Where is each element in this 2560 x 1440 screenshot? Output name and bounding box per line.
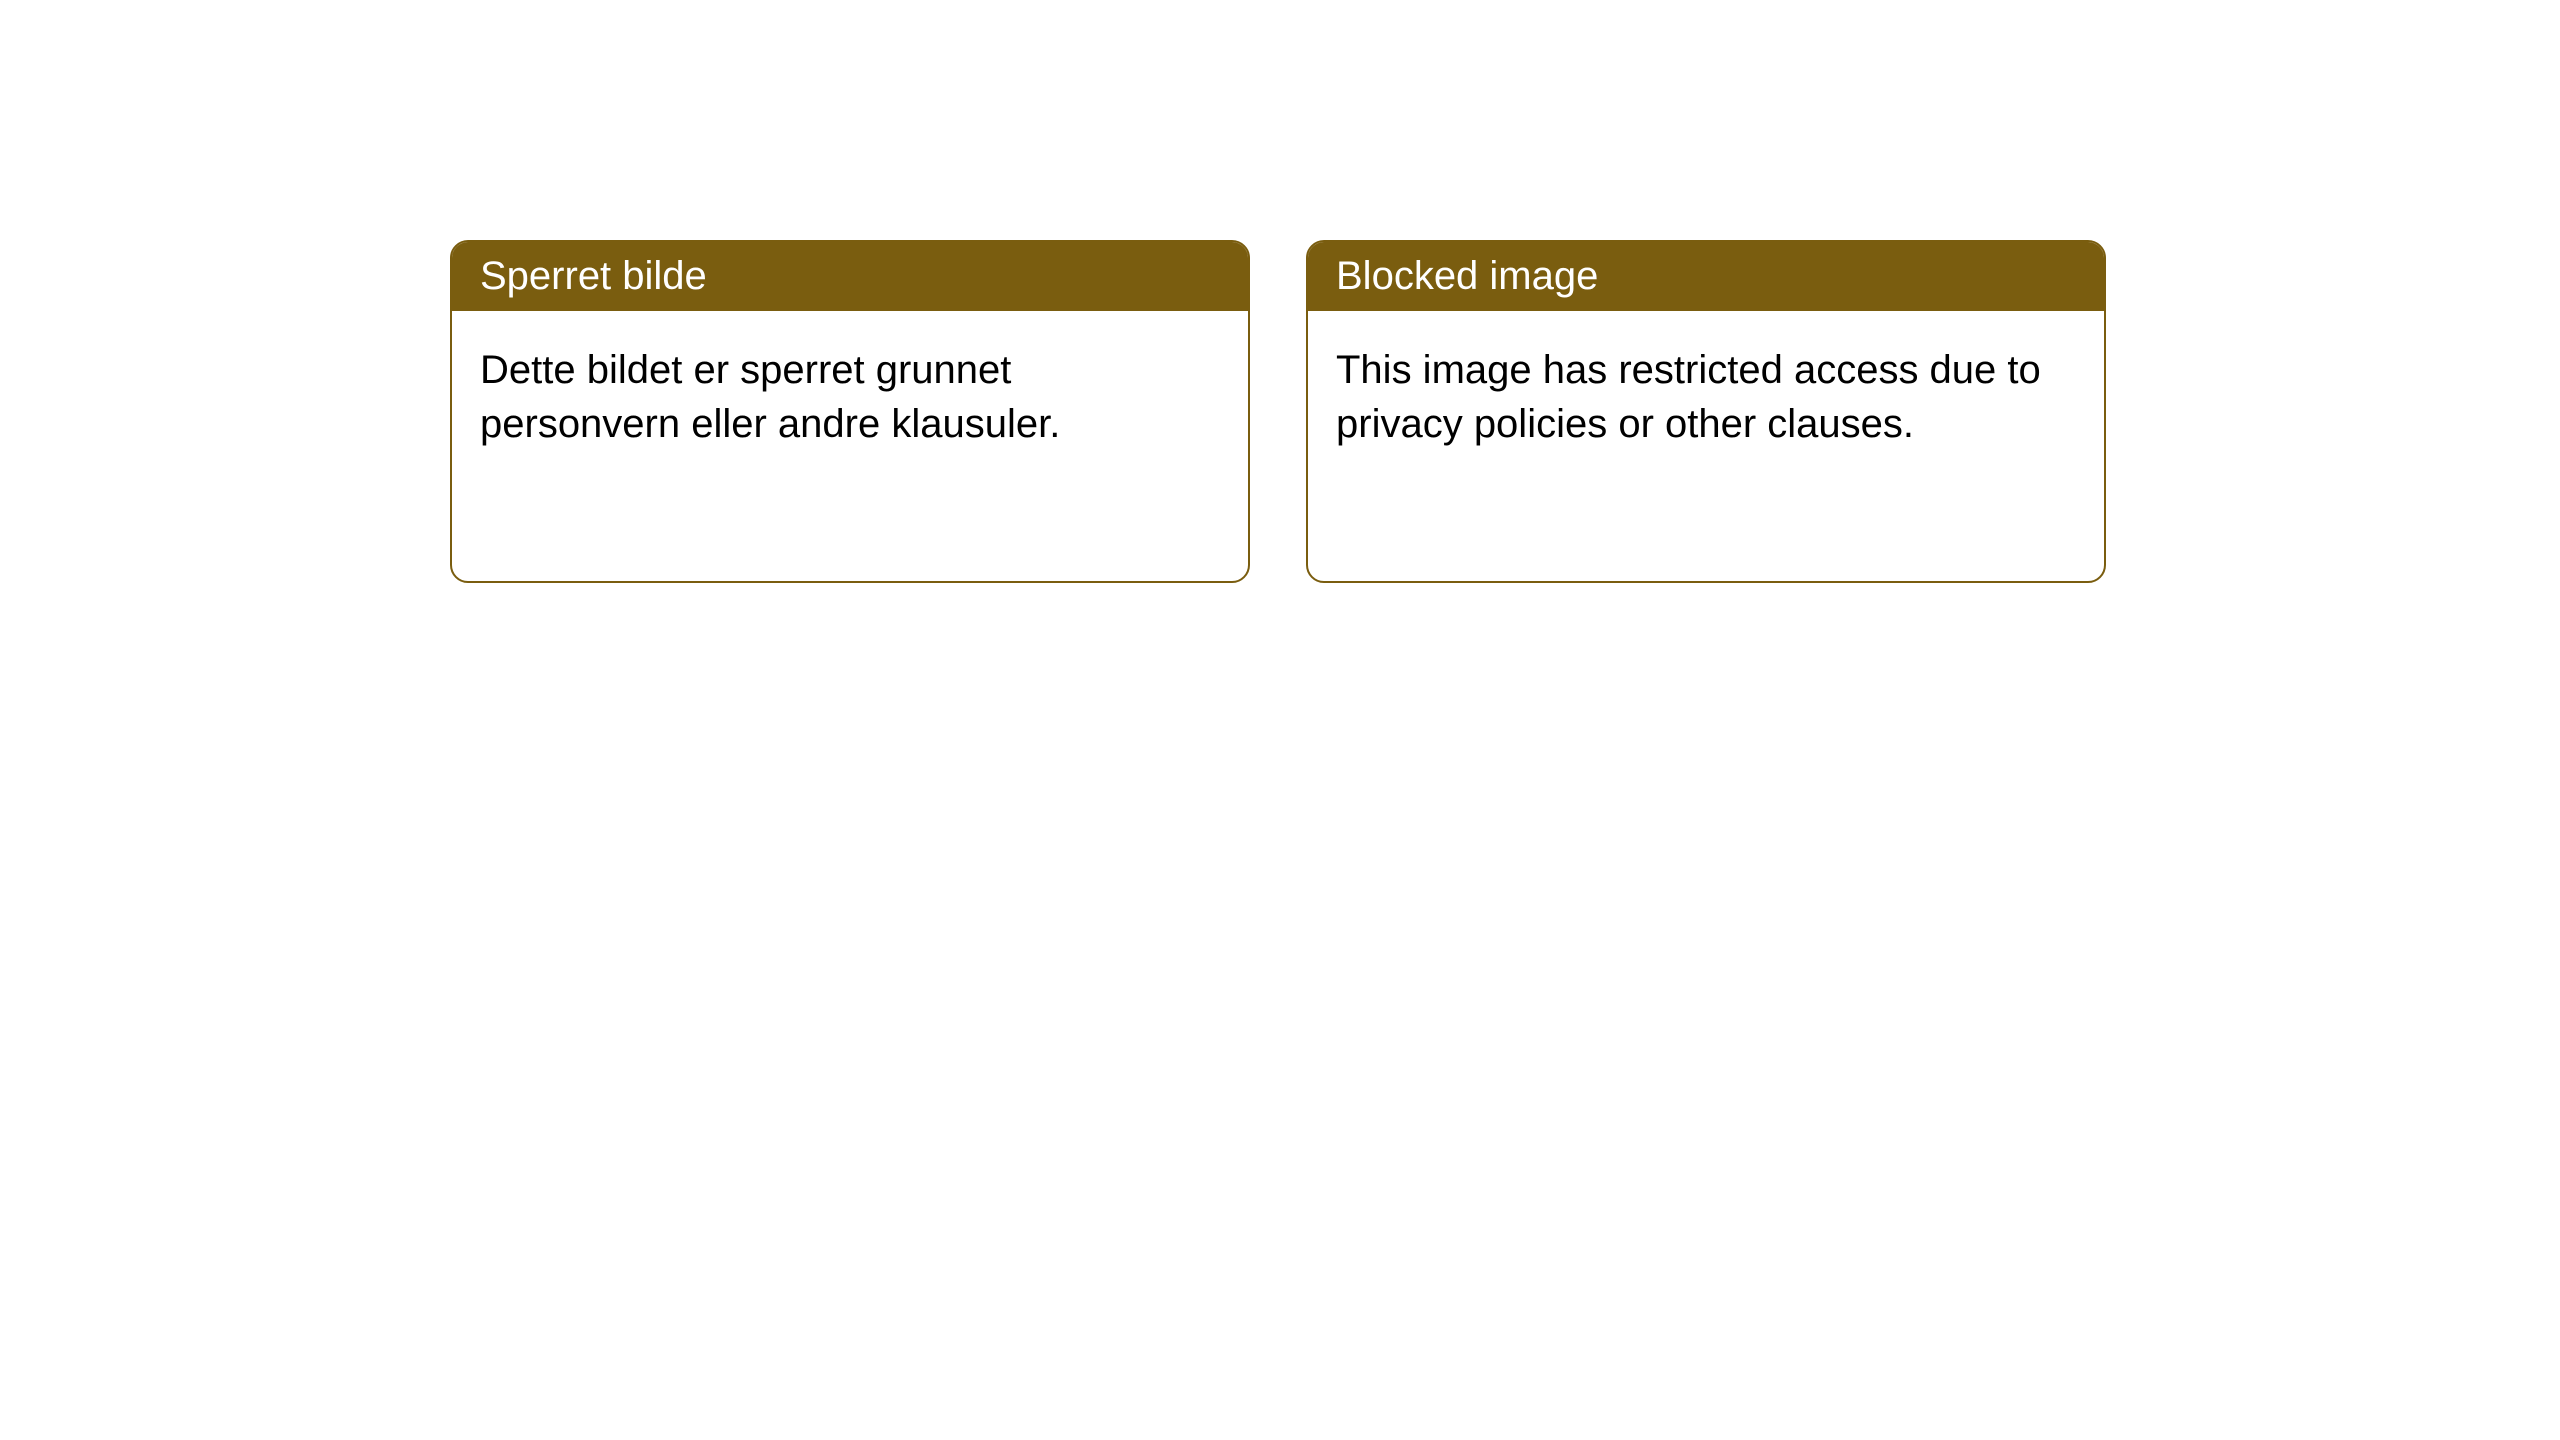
card-title-norwegian: Sperret bilde <box>452 242 1248 311</box>
card-title-english: Blocked image <box>1308 242 2104 311</box>
card-body-english: This image has restricted access due to … <box>1308 311 2104 581</box>
notice-card-english: Blocked image This image has restricted … <box>1306 240 2106 583</box>
notice-cards-row: Sperret bilde Dette bildet er sperret gr… <box>450 240 2106 583</box>
card-body-norwegian: Dette bildet er sperret grunnet personve… <box>452 311 1248 581</box>
notice-card-norwegian: Sperret bilde Dette bildet er sperret gr… <box>450 240 1250 583</box>
